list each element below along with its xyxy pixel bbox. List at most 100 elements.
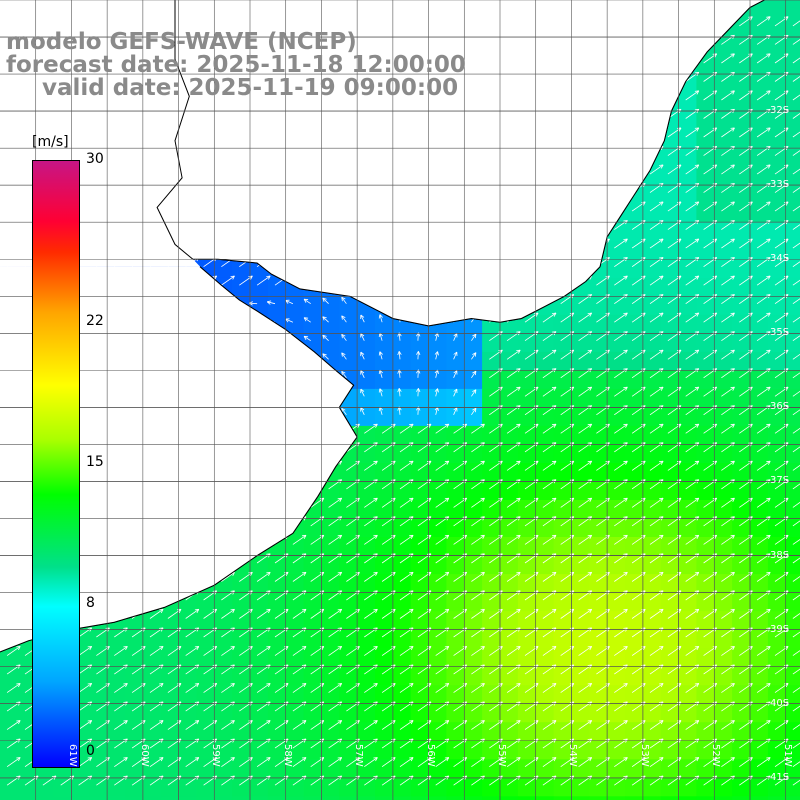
speed-cell (767, 611, 787, 631)
speed-cell (303, 648, 323, 668)
speed-cell (482, 481, 501, 501)
speed-cell (625, 481, 644, 501)
speed-cell (714, 592, 733, 612)
speed-cell (428, 574, 448, 594)
speed-cell (678, 259, 698, 279)
speed-cell (214, 759, 233, 779)
speed-cell (517, 518, 537, 538)
speed-cell (696, 370, 715, 390)
speed-cell (571, 629, 590, 649)
speed-cell (446, 574, 465, 594)
speed-cell (750, 129, 769, 149)
speed-cell (214, 740, 233, 760)
speed-cell (767, 148, 787, 168)
speed-cell (553, 611, 573, 631)
speed-cell (250, 574, 269, 594)
speed-cell (178, 648, 198, 668)
speed-cell (785, 518, 800, 538)
speed-cell (732, 407, 751, 427)
speed-cell (678, 703, 698, 723)
colorbar-unit: [m/s] (32, 134, 69, 150)
speed-cell (750, 333, 769, 353)
speed-cell (410, 703, 430, 723)
speed-cell (714, 166, 733, 186)
speed-cell (482, 648, 501, 668)
speed-cell (410, 722, 430, 742)
speed-cell (660, 463, 680, 483)
speed-cell (428, 481, 448, 501)
speed-cell (625, 370, 644, 390)
speed-cell (464, 722, 483, 742)
wind-arrow (685, 127, 700, 138)
speed-cell (446, 351, 465, 371)
speed-cell (392, 407, 412, 427)
speed-cell (553, 592, 573, 612)
speed-cell (732, 463, 751, 483)
speed-cell (696, 166, 715, 186)
speed-cell (250, 277, 269, 297)
speed-cell (625, 444, 644, 464)
speed-cell (696, 425, 715, 445)
speed-cell (732, 314, 751, 334)
speed-cell (410, 611, 430, 631)
speed-cell (517, 759, 537, 779)
speed-cell (267, 740, 287, 760)
speed-cell (625, 722, 644, 742)
wind-arrow (416, 388, 421, 397)
speed-cell (642, 222, 662, 242)
speed-cell (375, 314, 394, 334)
speed-cell (714, 666, 733, 686)
speed-cell (571, 463, 590, 483)
speed-cell (535, 370, 555, 390)
speed-cell (714, 148, 733, 168)
speed-cell (17, 722, 37, 742)
speed-cell (339, 777, 358, 797)
wind-arrow (756, 16, 771, 27)
speed-cell (250, 722, 269, 742)
speed-cell (178, 740, 198, 760)
speed-cell (339, 296, 358, 316)
speed-cell (714, 481, 733, 501)
wind-arrow (756, 460, 771, 471)
speed-cell (482, 351, 501, 371)
speed-cell (392, 796, 412, 800)
wind-arrow (649, 238, 664, 249)
speed-cell (410, 574, 430, 594)
speed-cell (785, 425, 800, 445)
speed-cell (625, 222, 644, 242)
speed-cell (125, 629, 144, 649)
speed-cell (767, 444, 787, 464)
speed-cell (732, 240, 751, 260)
speed-cell (107, 759, 126, 779)
speed-cell (89, 722, 108, 742)
speed-cell (321, 537, 340, 557)
speed-cell (428, 518, 448, 538)
speed-cell (232, 611, 251, 631)
speed-cell (642, 185, 662, 205)
wind-arrow (360, 314, 365, 323)
speed-cell (785, 444, 800, 464)
speed-cell (678, 629, 698, 649)
speed-cell (428, 333, 448, 353)
speed-cell (178, 611, 198, 631)
speed-cell (767, 277, 787, 297)
speed-cell (767, 592, 787, 612)
wind-arrow (614, 386, 628, 397)
speed-cell (375, 629, 394, 649)
speed-cell (125, 759, 144, 779)
speed-cell (250, 685, 269, 705)
speed-cell (392, 444, 412, 464)
speed-cell (303, 314, 323, 334)
speed-cell (553, 444, 573, 464)
speed-cell (767, 796, 787, 800)
speed-cell (196, 777, 215, 797)
speed-cell (767, 685, 787, 705)
speed-cell (232, 574, 251, 594)
speed-cell (410, 518, 430, 538)
speed-cell (500, 592, 519, 612)
speed-cell (196, 611, 215, 631)
speed-cell (196, 796, 215, 800)
wind-arrow (399, 460, 414, 471)
wind-arrow (378, 388, 383, 397)
speed-cell (571, 351, 590, 371)
